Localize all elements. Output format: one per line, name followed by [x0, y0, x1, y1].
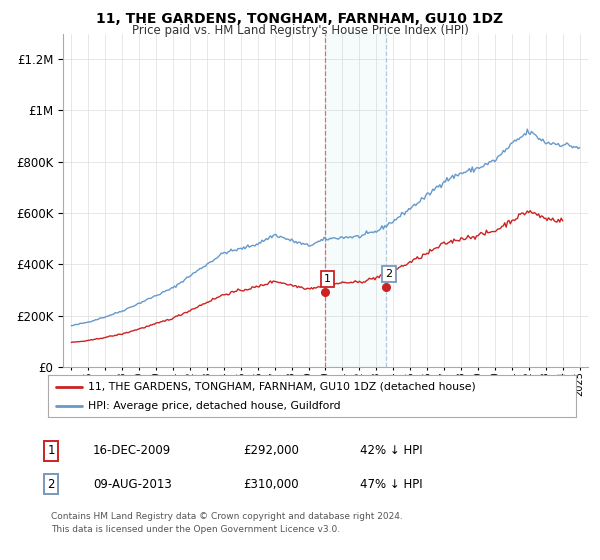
Text: 16-DEC-2009: 16-DEC-2009 — [93, 444, 171, 458]
Text: Price paid vs. HM Land Registry's House Price Index (HPI): Price paid vs. HM Land Registry's House … — [131, 24, 469, 37]
Text: 47% ↓ HPI: 47% ↓ HPI — [360, 478, 422, 491]
Text: 2: 2 — [47, 478, 55, 491]
Text: 1: 1 — [47, 444, 55, 458]
Text: £310,000: £310,000 — [243, 478, 299, 491]
Text: 11, THE GARDENS, TONGHAM, FARNHAM, GU10 1DZ (detached house): 11, THE GARDENS, TONGHAM, FARNHAM, GU10 … — [88, 381, 475, 391]
Text: 09-AUG-2013: 09-AUG-2013 — [93, 478, 172, 491]
Text: This data is licensed under the Open Government Licence v3.0.: This data is licensed under the Open Gov… — [51, 525, 340, 534]
Text: £292,000: £292,000 — [243, 444, 299, 458]
Text: HPI: Average price, detached house, Guildford: HPI: Average price, detached house, Guil… — [88, 401, 340, 411]
Text: 42% ↓ HPI: 42% ↓ HPI — [360, 444, 422, 458]
Text: 2: 2 — [385, 269, 392, 279]
Text: Contains HM Land Registry data © Crown copyright and database right 2024.: Contains HM Land Registry data © Crown c… — [51, 512, 403, 521]
Text: 1: 1 — [324, 274, 331, 283]
Bar — [325, 34, 386, 367]
Text: 11, THE GARDENS, TONGHAM, FARNHAM, GU10 1DZ: 11, THE GARDENS, TONGHAM, FARNHAM, GU10 … — [97, 12, 503, 26]
